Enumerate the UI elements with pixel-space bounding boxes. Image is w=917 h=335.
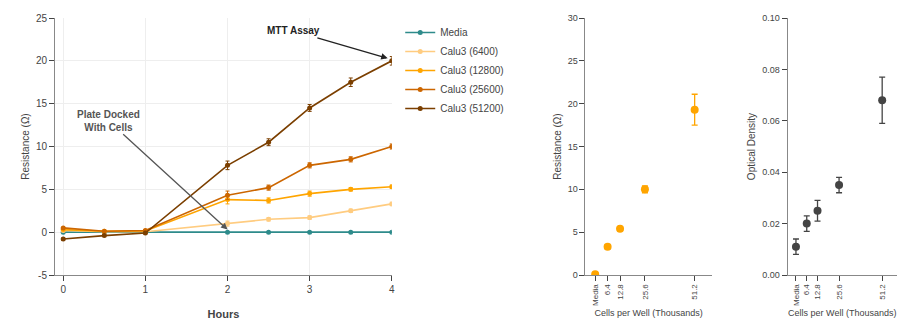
svg-text:4: 4 bbox=[389, 284, 395, 295]
svg-text:30: 30 bbox=[568, 13, 578, 23]
svg-text:6.4: 6.4 bbox=[603, 284, 612, 296]
svg-text:Resistance (Ω): Resistance (Ω) bbox=[20, 113, 31, 179]
svg-text:15: 15 bbox=[36, 98, 48, 109]
svg-text:-5: -5 bbox=[38, 270, 47, 281]
svg-text:51.2: 51.2 bbox=[690, 284, 699, 300]
svg-text:Calu3 (25600): Calu3 (25600) bbox=[440, 84, 503, 95]
svg-text:25.6: 25.6 bbox=[835, 284, 844, 300]
svg-text:51.2: 51.2 bbox=[878, 284, 887, 300]
svg-text:25.6: 25.6 bbox=[641, 284, 650, 300]
svg-text:Calu3 (12800): Calu3 (12800) bbox=[440, 65, 503, 76]
svg-text:Calu3 (6400): Calu3 (6400) bbox=[440, 46, 498, 57]
svg-text:20: 20 bbox=[568, 99, 578, 109]
svg-text:5: 5 bbox=[573, 227, 578, 237]
svg-text:Cells per Well (Thousands): Cells per Well (Thousands) bbox=[594, 308, 702, 318]
svg-text:Media: Media bbox=[591, 284, 600, 306]
svg-text:0.02: 0.02 bbox=[762, 219, 780, 229]
svg-text:Media: Media bbox=[440, 27, 468, 38]
svg-text:Hours: Hours bbox=[208, 308, 240, 320]
svg-text:10: 10 bbox=[568, 184, 578, 194]
svg-text:0.00: 0.00 bbox=[762, 270, 780, 280]
svg-text:20: 20 bbox=[36, 55, 48, 66]
svg-text:12.8: 12.8 bbox=[616, 284, 625, 300]
svg-text:Calu3 (51200): Calu3 (51200) bbox=[440, 103, 503, 114]
svg-text:25: 25 bbox=[36, 13, 48, 24]
svg-text:0.08: 0.08 bbox=[762, 65, 780, 75]
svg-text:6.4: 6.4 bbox=[802, 284, 811, 296]
svg-text:0: 0 bbox=[60, 284, 66, 295]
svg-text:Optical Density: Optical Density bbox=[746, 113, 757, 180]
svg-text:Media: Media bbox=[792, 284, 801, 306]
svg-text:0.10: 0.10 bbox=[762, 13, 780, 23]
svg-text:3: 3 bbox=[307, 284, 313, 295]
svg-text:Plate DockedWith Cells: Plate DockedWith Cells bbox=[77, 109, 140, 133]
svg-text:1: 1 bbox=[143, 284, 149, 295]
svg-text:0: 0 bbox=[41, 227, 47, 238]
svg-text:10: 10 bbox=[36, 141, 48, 152]
svg-text:0.06: 0.06 bbox=[762, 116, 780, 126]
svg-text:12.8: 12.8 bbox=[813, 284, 822, 300]
svg-text:2: 2 bbox=[225, 284, 231, 295]
svg-text:0: 0 bbox=[573, 270, 578, 280]
svg-text:Resistance (Ω): Resistance (Ω) bbox=[552, 113, 563, 179]
svg-text:15: 15 bbox=[568, 142, 578, 152]
svg-text:Cells per Well (Thousands): Cells per Well (Thousands) bbox=[788, 308, 896, 318]
svg-text:MTT Assay: MTT Assay bbox=[267, 25, 320, 36]
svg-text:0.04: 0.04 bbox=[762, 167, 780, 177]
svg-text:5: 5 bbox=[41, 184, 47, 195]
svg-text:25: 25 bbox=[568, 56, 578, 66]
